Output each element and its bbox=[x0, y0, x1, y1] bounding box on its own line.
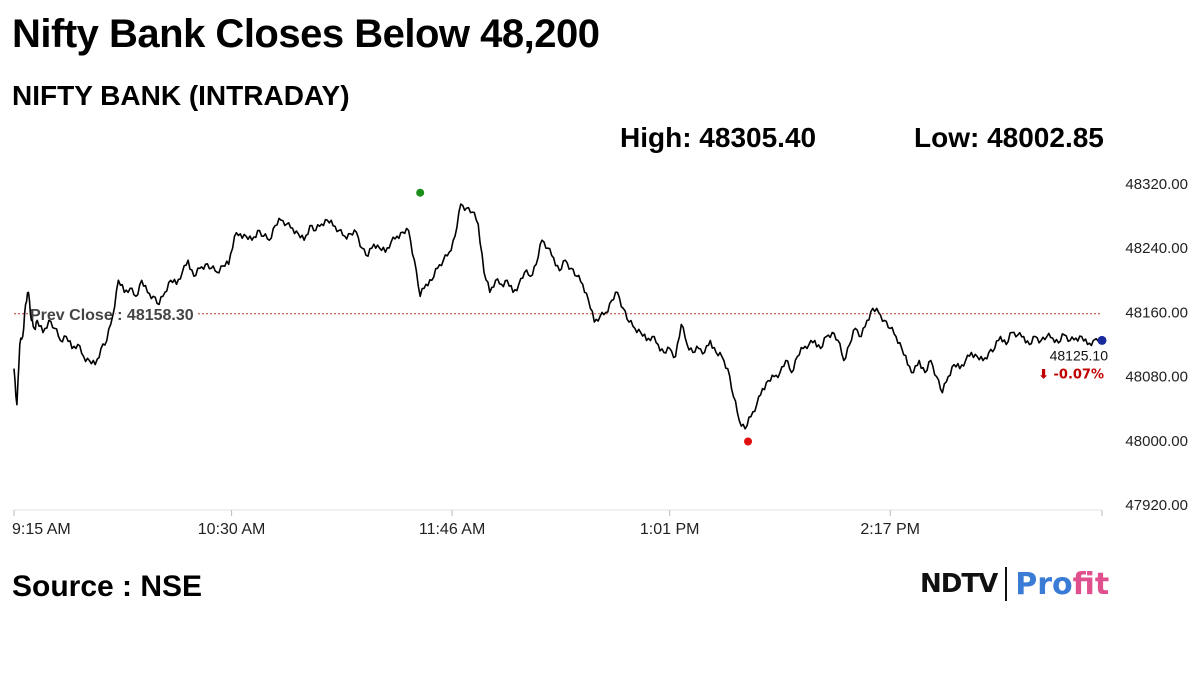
x-tick-label: 1:01 PM bbox=[640, 521, 700, 538]
ndtv-profit-logo: NDTV Profit bbox=[920, 564, 1109, 604]
logo-sub-a: Pro bbox=[1015, 566, 1073, 602]
x-tick-label: 11:46 AM bbox=[419, 521, 485, 538]
intraday-chart: 9:15 AM 10:30 AM 11:46 AM 1:01 PM 2:17 PM 48… bbox=[12, 176, 1188, 538]
headline: Nifty Bank Closes Below 48,200 bbox=[12, 12, 600, 56]
change-percent-label: ⬇ -0.07% bbox=[1038, 367, 1104, 382]
y-tick-label: 47920.00 bbox=[1125, 497, 1188, 514]
x-axis: 9:15 AM 10:30 AM 11:46 AM 1:01 PM 2:17 PM bbox=[12, 510, 1103, 538]
price-series-line bbox=[13, 203, 1103, 430]
high-value: High: 48305.40 bbox=[620, 122, 817, 153]
logo-separator bbox=[1005, 567, 1008, 601]
high-marker bbox=[416, 188, 425, 197]
low-value: Low: 48002.85 bbox=[914, 122, 1104, 153]
last-price-marker bbox=[1097, 335, 1107, 345]
chart-subtitle: NIFTY BANK (INTRADAY) bbox=[12, 80, 350, 111]
logo-main-text: NDTV bbox=[920, 569, 998, 599]
y-tick-label: 48320.00 bbox=[1125, 176, 1188, 193]
logo-sub-text: Profit bbox=[1015, 567, 1109, 602]
y-tick-label: 48160.00 bbox=[1125, 304, 1188, 321]
last-price-label: 48125.10 bbox=[1050, 347, 1109, 363]
logo-sub-b: fit bbox=[1072, 566, 1110, 602]
source-label: Source : NSE bbox=[12, 570, 203, 603]
x-tick-label: 2:17 PM bbox=[860, 521, 920, 538]
y-tick-label: 48000.00 bbox=[1125, 433, 1188, 450]
y-tick-label: 48080.00 bbox=[1125, 369, 1188, 386]
x-tick-label: 9:15 AM bbox=[12, 521, 71, 538]
low-marker bbox=[744, 437, 753, 446]
prev-close-label: Prev Close : 48158.30 bbox=[30, 307, 194, 324]
y-axis: 48320.00 48240.00 48160.00 48080.00 48000.00… bbox=[1125, 176, 1188, 514]
y-tick-label: 48240.00 bbox=[1125, 240, 1188, 257]
x-tick-label: 10:30 AM bbox=[198, 521, 266, 538]
